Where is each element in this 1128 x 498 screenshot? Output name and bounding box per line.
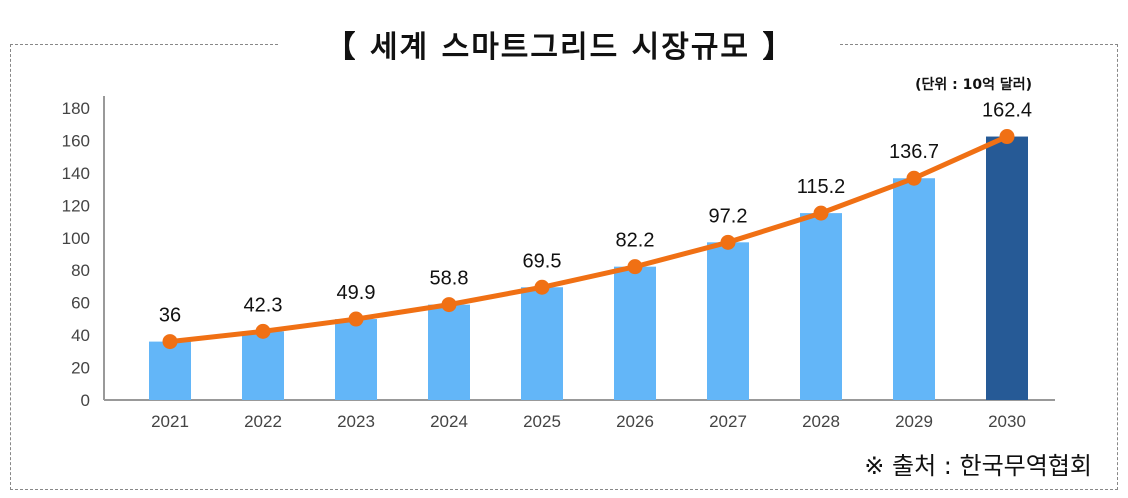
chart-title: 【 세계 스마트그리드 시장규모 】 xyxy=(280,22,840,66)
source-note: ※ 출처 : 한국무역협회 xyxy=(864,452,1092,480)
data-label: 136.7 xyxy=(889,141,939,163)
line-point-2029 xyxy=(906,170,922,186)
x-tick-label: 2023 xyxy=(337,412,375,431)
x-tick-label: 2021 xyxy=(151,412,189,431)
data-label: 82.2 xyxy=(616,230,655,252)
bar-2025 xyxy=(521,287,563,400)
y-tick-label: 160 xyxy=(62,131,90,150)
x-tick-label: 2029 xyxy=(895,412,933,431)
bar-2024 xyxy=(428,304,470,400)
x-tick-label: 2025 xyxy=(523,412,561,431)
x-tick-label: 2028 xyxy=(802,412,840,431)
line-point-2023 xyxy=(348,311,364,327)
data-label: 42.3 xyxy=(244,294,283,316)
data-label: 115.2 xyxy=(797,176,846,198)
y-tick-label: 20 xyxy=(71,359,90,378)
y-tick-label: 40 xyxy=(71,326,90,345)
data-label: 69.5 xyxy=(523,250,562,272)
bar-2028 xyxy=(800,213,842,400)
y-tick-label: 60 xyxy=(71,294,90,313)
line-point-2025 xyxy=(534,279,550,295)
y-tick-label: 140 xyxy=(62,164,90,183)
data-label: 36 xyxy=(159,305,181,327)
line-point-2021 xyxy=(162,334,178,350)
y-tick-label: 120 xyxy=(62,196,90,215)
y-tick-label: 180 xyxy=(62,99,90,118)
trend-line xyxy=(169,134,1009,345)
line-point-2028 xyxy=(813,205,829,221)
unit-note: (단위 : 10억 달러) xyxy=(915,77,1032,93)
line-point-2030 xyxy=(999,129,1015,145)
x-tick-label: 2026 xyxy=(616,412,654,431)
data-label: 162.4 xyxy=(982,100,1032,122)
line-point-2027 xyxy=(720,234,736,250)
x-tick-label: 2027 xyxy=(709,412,747,431)
bar-2030 xyxy=(986,136,1028,400)
x-tick-label: 2024 xyxy=(430,412,468,431)
bar-2027 xyxy=(707,242,749,400)
y-tick-label: 100 xyxy=(62,229,90,248)
line-point-2026 xyxy=(627,259,643,275)
bar-2023 xyxy=(335,319,377,400)
x-tick-label: 2030 xyxy=(988,412,1026,431)
line-point-2024 xyxy=(441,297,457,313)
y-tick-label: 80 xyxy=(71,261,90,280)
line-point-2022 xyxy=(255,323,271,339)
y-tick-label: 0 xyxy=(81,391,90,410)
bar-2022 xyxy=(242,331,284,400)
bar-2021 xyxy=(149,341,191,400)
data-label: 97.2 xyxy=(709,205,748,227)
x-tick-label: 2022 xyxy=(244,412,282,431)
data-label: 49.9 xyxy=(337,282,376,304)
bar-2029 xyxy=(893,178,935,400)
bar-2026 xyxy=(614,266,656,400)
data-label: 58.8 xyxy=(430,268,469,290)
